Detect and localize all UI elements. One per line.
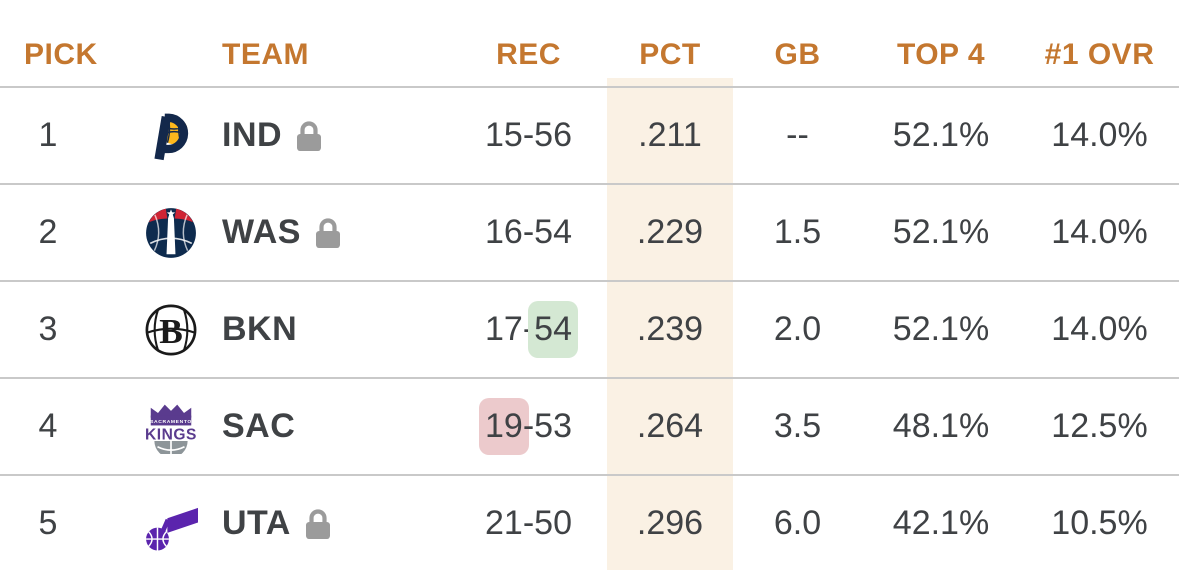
lock-icon xyxy=(295,120,323,153)
pct-cell: .296 xyxy=(636,504,704,542)
record-separator: - xyxy=(522,504,535,542)
svg-text:B: B xyxy=(159,311,183,350)
team-abbr: BKN xyxy=(222,310,298,348)
table-row[interactable]: 2 WAS 16-54 .229 1.5 52.1% 14.0% xyxy=(0,185,1179,282)
record-wins: 16 xyxy=(485,213,523,251)
record-losses: 50 xyxy=(534,504,572,542)
svg-text:SACRAMENTO: SACRAMENTO xyxy=(150,418,192,424)
number-one-overall-cell: 14.0% xyxy=(1051,116,1148,154)
record-wins: 17 xyxy=(485,310,523,348)
column-header-number-one-overall: #1 OVR xyxy=(1044,38,1155,71)
team-abbr: UTA xyxy=(222,504,291,542)
record-losses: 54 xyxy=(534,213,572,251)
gb-cell: 1.5 xyxy=(773,213,822,251)
pct-cell: .229 xyxy=(636,213,704,251)
nets-logo: B xyxy=(144,303,198,357)
lock-icon xyxy=(314,217,342,250)
record-separator: - xyxy=(522,407,535,445)
gb-cell: 6.0 xyxy=(773,504,822,542)
column-header-team: TEAM xyxy=(222,38,309,71)
team-abbr: WAS xyxy=(222,213,301,251)
lock-icon xyxy=(304,508,332,541)
record-cell: 21-50 xyxy=(450,504,607,543)
top4-cell: 48.1% xyxy=(892,407,990,445)
pick-cell: 3 xyxy=(38,310,58,348)
number-one-overall-cell: 10.5% xyxy=(1051,504,1148,542)
record-cell: 16-54 xyxy=(450,213,607,252)
top4-cell: 52.1% xyxy=(892,310,990,348)
column-header-rec: REC xyxy=(496,38,561,71)
gb-cell: -- xyxy=(786,116,809,154)
record-cell: 19-53 xyxy=(450,398,607,455)
table-row[interactable]: 3 B BKN 17-54 .239 2.0 52.1% 14.0% xyxy=(0,282,1179,379)
pct-column-highlight-band xyxy=(607,78,733,570)
top4-cell: 52.1% xyxy=(892,116,990,154)
pick-cell: 4 xyxy=(38,407,58,445)
top4-cell: 52.1% xyxy=(892,213,990,251)
team-cell[interactable]: IND xyxy=(96,109,450,163)
svg-text:KINGS: KINGS xyxy=(145,426,197,443)
lottery-rows: 1 IND 15-56.211 -- 52.1% 14.0% 2 WAS 16-54.229 1.… xyxy=(0,88,1179,570)
team-cell[interactable]: WAS xyxy=(96,206,450,260)
number-one-overall-cell: 14.0% xyxy=(1051,310,1148,348)
table-row[interactable]: 4 SACRAMENTO KINGS SAC 19-53 .264 3.5 48.1% 12.5… xyxy=(0,379,1179,476)
record-separator: - xyxy=(522,213,535,251)
column-header-pick: PICK xyxy=(24,38,98,71)
record-wins: 21 xyxy=(485,504,523,542)
record-wins: 19 xyxy=(479,398,529,455)
pick-cell: 1 xyxy=(38,116,58,154)
team-cell[interactable]: B BKN xyxy=(96,303,450,357)
pick-cell: 5 xyxy=(38,504,58,542)
table-row[interactable]: 1 IND 15-56 .211 -- 52.1% 14.0% xyxy=(0,88,1179,185)
team-cell[interactable]: SACRAMENTO KINGS SAC xyxy=(96,400,450,454)
gb-cell: 2.0 xyxy=(773,310,822,348)
record-cell: 17-54 xyxy=(450,301,607,358)
table-row[interactable]: 5 UTA 21-50 .296 6.0 42.1% 10.5% xyxy=(0,476,1179,570)
column-header-gb: GB xyxy=(774,38,821,71)
pacers-logo xyxy=(144,109,198,163)
record-wins: 15 xyxy=(485,116,523,154)
column-header-top4: TOP 4 xyxy=(896,38,986,71)
top4-cell: 42.1% xyxy=(892,504,990,542)
table-header: PICK TEAM REC PCT GB TOP 4 #1 OVR xyxy=(0,0,1179,88)
number-one-overall-cell: 14.0% xyxy=(1051,213,1148,251)
jazz-logo xyxy=(144,497,198,551)
team-abbr: IND xyxy=(222,116,283,154)
record-losses: 54 xyxy=(528,301,578,358)
column-header-pct: PCT xyxy=(639,38,701,71)
team-abbr: SAC xyxy=(222,407,296,445)
kings-logo: SACRAMENTO KINGS xyxy=(144,400,198,454)
number-one-overall-cell: 12.5% xyxy=(1051,407,1148,445)
record-losses: 56 xyxy=(534,116,572,154)
gb-cell: 3.5 xyxy=(773,407,822,445)
record-losses: 53 xyxy=(534,407,572,445)
pick-cell: 2 xyxy=(38,213,58,251)
pct-cell: .264 xyxy=(636,407,704,445)
pct-cell: .239 xyxy=(636,310,704,348)
wizards-logo xyxy=(144,206,198,260)
record-cell: 15-56 xyxy=(450,116,607,155)
team-cell[interactable]: UTA xyxy=(96,497,450,551)
pct-cell: .211 xyxy=(638,116,702,154)
record-separator: - xyxy=(522,116,535,154)
